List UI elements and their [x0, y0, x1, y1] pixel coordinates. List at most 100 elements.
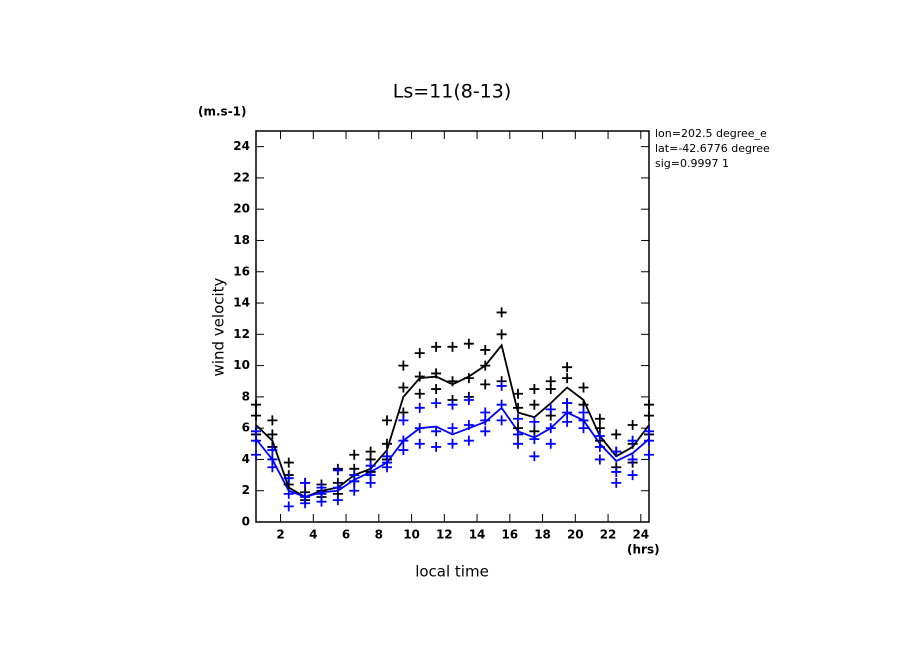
cross-marker	[431, 368, 442, 379]
cross-marker	[513, 402, 523, 413]
annotations: lon=202.5 degree_e lat=-42.6776 degree s…	[655, 127, 770, 170]
y-tick-label: 14	[233, 296, 250, 310]
cross-marker	[447, 376, 458, 387]
cross-marker	[562, 373, 573, 384]
y-tick-label: 2	[242, 483, 250, 497]
cross-marker	[463, 373, 474, 384]
cross-marker	[529, 399, 540, 410]
cross-marker	[414, 423, 425, 434]
cross-marker	[594, 441, 605, 452]
cross-marker	[283, 501, 294, 512]
cross-marker	[365, 477, 376, 488]
cross-marker	[496, 399, 507, 410]
cross-marker	[316, 496, 327, 507]
y-axis-label: wind velocity	[210, 277, 228, 376]
cross-marker	[431, 384, 442, 395]
cross-marker	[496, 380, 507, 391]
x-tick-label: 12	[436, 528, 453, 542]
cross-marker	[349, 485, 360, 496]
y-unit: (m.s-1)	[198, 105, 247, 119]
x-tick-label: 20	[567, 528, 584, 542]
cross-marker	[529, 416, 540, 427]
cross-marker	[414, 348, 425, 359]
cross-marker	[611, 429, 622, 440]
cross-marker	[349, 449, 360, 460]
x-unit: (hrs)	[627, 543, 660, 557]
cross-marker	[627, 454, 638, 465]
cross-marker	[382, 415, 392, 426]
cross-marker	[447, 438, 458, 449]
cross-marker	[627, 435, 638, 446]
cross-marker	[644, 399, 654, 410]
cross-marker	[251, 410, 261, 421]
cross-marker	[562, 398, 573, 409]
cross-marker	[251, 449, 261, 460]
cross-marker	[431, 341, 442, 352]
cross-marker	[447, 399, 458, 410]
cross-marker	[267, 429, 278, 440]
cross-marker	[414, 402, 425, 413]
cross-marker	[644, 449, 654, 460]
cross-marker	[496, 307, 507, 318]
cross-marker	[496, 415, 507, 426]
cross-marker	[529, 434, 540, 445]
x-tick-label: 16	[501, 528, 518, 542]
cross-marker	[480, 415, 491, 426]
cross-marker	[627, 470, 638, 481]
cross-marker	[398, 360, 409, 371]
cross-marker	[611, 466, 622, 477]
cross-marker	[300, 477, 311, 488]
x-tick-label: 14	[469, 528, 486, 542]
cross-marker	[611, 446, 622, 457]
y-tick-label: 0	[242, 515, 250, 529]
cross-marker	[414, 371, 425, 382]
cross-marker	[594, 430, 605, 441]
x-tick-label: 4	[309, 528, 317, 542]
cross-marker	[251, 435, 261, 446]
y-tick-label: 4	[242, 452, 250, 466]
cross-marker	[545, 404, 556, 415]
y-tick-label: 12	[233, 327, 250, 341]
cross-marker	[251, 399, 261, 410]
annotation: lon=202.5 degree_e	[655, 127, 767, 140]
y-tick-label: 18	[233, 233, 250, 247]
cross-marker	[562, 362, 573, 373]
cross-marker	[513, 413, 523, 424]
cross-marker	[382, 462, 392, 473]
cross-marker	[463, 435, 474, 446]
cross-marker	[463, 338, 474, 349]
cross-marker	[644, 426, 654, 437]
cross-marker	[267, 462, 278, 473]
cross-marker	[529, 384, 540, 395]
y-tick-label: 6	[242, 421, 250, 435]
cross-marker	[251, 426, 261, 437]
cross-marker	[578, 423, 589, 434]
x-tick-label: 18	[534, 528, 551, 542]
cross-marker	[594, 454, 605, 465]
annotation: lat=-42.6776 degree	[655, 142, 770, 155]
cross-marker	[545, 423, 556, 434]
cross-marker	[627, 420, 638, 431]
y-tick-label: 10	[233, 358, 250, 372]
cross-marker	[513, 438, 523, 449]
y-tick-label: 16	[233, 264, 250, 278]
cross-marker	[349, 476, 360, 487]
cross-marker	[562, 407, 573, 418]
cross-marker	[480, 426, 491, 437]
annotation: sig=0.9997 1	[655, 157, 729, 170]
x-tick-label: 2	[276, 528, 284, 542]
cross-marker	[594, 413, 605, 424]
cross-marker	[382, 438, 392, 449]
x-tick-label: 6	[342, 528, 350, 542]
cross-marker	[332, 482, 343, 493]
cross-marker	[398, 382, 409, 393]
plot-frame	[255, 130, 650, 523]
cross-marker	[644, 435, 654, 446]
cross-marker	[447, 423, 458, 434]
y-tick-label: 8	[242, 389, 250, 403]
cross-marker	[447, 341, 458, 352]
cross-marker	[283, 457, 294, 468]
